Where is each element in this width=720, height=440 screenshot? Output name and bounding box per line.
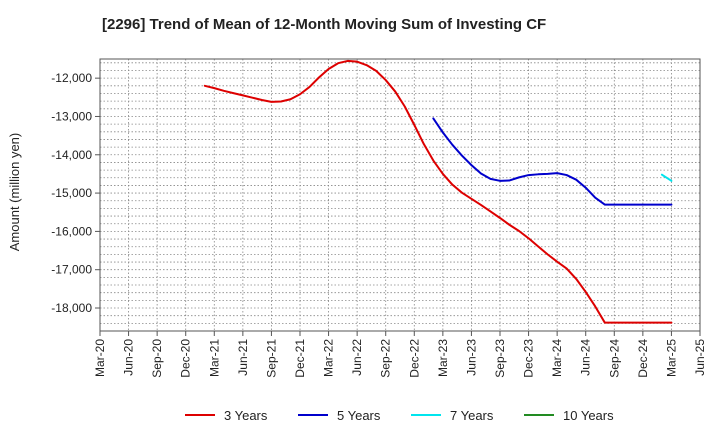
x-tick-label: Dec-23 <box>522 339 536 378</box>
plot-frame <box>99 58 701 332</box>
y-tick-label: -13,000 <box>51 109 92 123</box>
x-tick-label: Sep-23 <box>493 339 507 378</box>
legend: 3 Years 5 Years 7 Years 10 Years <box>185 408 614 423</box>
plot-area <box>100 59 700 331</box>
legend-label: 7 Years <box>450 408 494 423</box>
x-tick-label: Jun-25 <box>693 339 707 376</box>
series-line-3-years <box>203 59 673 324</box>
x-tick-label: Dec-24 <box>636 339 650 378</box>
x-tick-label: Dec-22 <box>407 339 421 378</box>
y-tick-label: -15,000 <box>51 186 92 200</box>
x-tick-label: Mar-23 <box>436 339 450 377</box>
chart-title: [2296] Trend of Mean of 12-Month Moving … <box>102 16 547 33</box>
x-tick-label: Mar-22 <box>322 339 336 377</box>
x-tick-label: Jun-22 <box>350 339 364 376</box>
legend-label: 5 Years <box>337 408 381 423</box>
series-line-5-years <box>432 117 673 206</box>
x-tick-label: Sep-24 <box>607 339 621 378</box>
x-tick-label: Sep-22 <box>379 339 393 378</box>
x-tick-label: Dec-21 <box>293 339 307 378</box>
y-axis-label: Amount (million yen) <box>7 133 22 252</box>
series-line-7-years <box>660 173 673 182</box>
y-tick-label: -14,000 <box>51 148 92 162</box>
x-tick-label: Jun-23 <box>464 339 478 376</box>
y-tick-label: -18,000 <box>51 301 92 315</box>
x-tick-label: Sep-20 <box>150 339 164 378</box>
y-tick-label: -17,000 <box>51 263 92 277</box>
x-tick-label: Jun-20 <box>122 339 136 376</box>
x-tick-label: Jun-21 <box>236 339 250 376</box>
y-tick-label: -16,000 <box>51 224 92 238</box>
legend-label: 10 Years <box>563 408 614 423</box>
x-tick-label: Mar-21 <box>207 339 221 377</box>
legend-label: 3 Years <box>224 408 268 423</box>
x-tick-label: Jun-24 <box>579 339 593 376</box>
y-tick-label: -12,000 <box>51 71 92 85</box>
y-tick-layer: -12,000 -13,000 -14,000 -15,000 -16,000 -17,0… <box>51 71 100 315</box>
x-tick-label: Mar-24 <box>550 339 564 377</box>
x-tick-layer: Mar-20 Jun-20 Sep-20 Dec-20 Mar-21 Jun-21 Sep-… <box>93 331 707 378</box>
x-tick-label: Mar-20 <box>93 339 107 377</box>
x-tick-label: Sep-21 <box>264 339 278 378</box>
series-layer <box>203 59 673 324</box>
x-tick-label: Dec-20 <box>179 339 193 378</box>
x-tick-label: Mar-25 <box>664 339 678 377</box>
